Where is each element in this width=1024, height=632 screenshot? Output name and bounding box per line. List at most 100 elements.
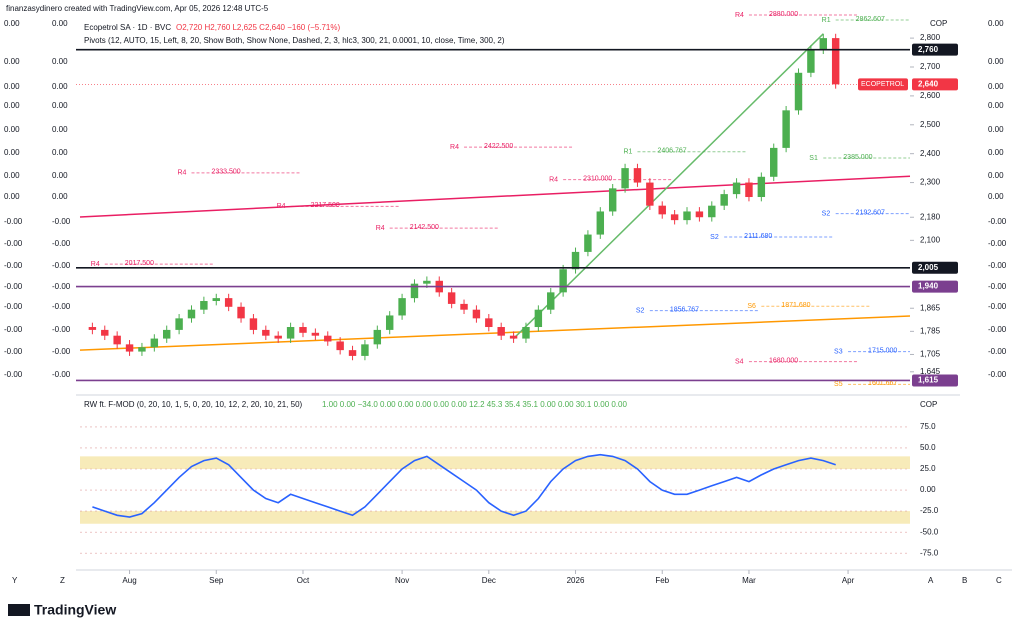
pivot-name: R4 bbox=[277, 203, 286, 210]
y-tick-label: 2,700 bbox=[920, 62, 941, 71]
candle-body bbox=[398, 298, 406, 316]
side-scale-label: 0.00 bbox=[52, 148, 68, 157]
candle-body bbox=[621, 168, 629, 189]
side-scale-label: 0.00 bbox=[52, 19, 68, 28]
pivot-name: S2 bbox=[710, 234, 719, 241]
candle-body bbox=[224, 298, 233, 307]
side-scale-label: 0.00 bbox=[4, 125, 20, 134]
candle-body bbox=[125, 344, 134, 352]
brand-logo bbox=[8, 604, 30, 616]
scale-button[interactable]: C bbox=[996, 576, 1002, 585]
pivot-value: 2406.767 bbox=[657, 148, 686, 155]
side-scale-label: 0.00 bbox=[4, 171, 20, 180]
candle-body bbox=[670, 214, 679, 221]
side-scale-label: -0.00 bbox=[4, 217, 23, 226]
candle-body bbox=[336, 341, 344, 351]
pivot-name: S2 bbox=[822, 210, 831, 217]
side-scale-label: -0.00 bbox=[52, 347, 71, 356]
side-scale-label: -0.00 bbox=[4, 370, 23, 379]
y-tick-label: 50.0 bbox=[920, 443, 936, 452]
candle-body bbox=[683, 211, 691, 221]
side-scale-label: -0.00 bbox=[988, 347, 1007, 356]
side-scale-label: 0.00 bbox=[988, 19, 1004, 28]
candle-body bbox=[596, 211, 605, 235]
range-button[interactable]: Z bbox=[60, 576, 65, 585]
candle-body bbox=[757, 176, 766, 198]
scale-button[interactable]: B bbox=[962, 576, 967, 585]
pivot-value: 2862.607 bbox=[856, 16, 885, 23]
y-tick-label: 2,300 bbox=[920, 178, 941, 187]
candle-body bbox=[262, 329, 270, 336]
y-tick-label: 1,785 bbox=[920, 326, 941, 335]
pivot-name: S3 bbox=[834, 348, 843, 355]
indicator-line bbox=[92, 453, 836, 518]
side-scale-label: 0.00 bbox=[52, 171, 68, 180]
candle-body bbox=[299, 327, 307, 333]
candle-body bbox=[770, 147, 778, 177]
pivots-legend: Pivots (12, AUTO, 15, Left, 8, 20, Show … bbox=[84, 36, 505, 45]
price-label-box bbox=[912, 261, 958, 274]
pivot-value: 2310.000 bbox=[583, 176, 612, 183]
price-label: 1,615 bbox=[918, 376, 939, 385]
pivot-name: R1 bbox=[822, 17, 831, 24]
y-tick-label: 2,500 bbox=[920, 120, 941, 129]
scale-button[interactable]: A bbox=[928, 576, 934, 585]
pivot-name: S1 bbox=[809, 155, 818, 162]
y-tick-label: -75.0 bbox=[920, 548, 939, 557]
side-scale-label: 0.00 bbox=[4, 82, 20, 91]
trendline bbox=[79, 175, 911, 218]
ohlc: O2,720 H2,760 L2,625 C2,640 −160 (−5.71%… bbox=[176, 23, 340, 32]
pivot-name: R1 bbox=[623, 149, 632, 156]
side-scale-label: -0.00 bbox=[4, 239, 23, 248]
x-tick-label: Feb bbox=[655, 576, 669, 585]
candle-body bbox=[559, 269, 567, 293]
side-scale-label: 0.00 bbox=[4, 192, 20, 201]
side-scale-label: -0.00 bbox=[52, 302, 71, 311]
x-tick-label: Oct bbox=[297, 576, 310, 585]
side-scale-label: -0.00 bbox=[4, 347, 23, 356]
pivot-value: 2880.000 bbox=[769, 11, 798, 18]
pivot-name: S2 bbox=[636, 307, 645, 314]
indicator-title: RW ft. F-MOD (0, 20, 10, 1, 5, 0, 20, 10… bbox=[84, 400, 303, 409]
side-scale-label: -0.00 bbox=[52, 239, 71, 248]
pivot-value: 2422.500 bbox=[484, 143, 513, 150]
candle-body bbox=[200, 301, 208, 310]
range-button[interactable]: Y bbox=[12, 576, 18, 585]
candle-body bbox=[807, 49, 815, 73]
side-scale-label: 0.00 bbox=[988, 171, 1004, 180]
y-tick-label: 1,865 bbox=[920, 303, 941, 312]
y-tick-label: 25.0 bbox=[920, 464, 936, 473]
side-scale-label: 0.00 bbox=[52, 101, 68, 110]
x-tick-label: Aug bbox=[122, 576, 136, 585]
candle-body bbox=[608, 188, 617, 212]
brand: TradingView bbox=[34, 602, 116, 618]
pivot-value: 2142.500 bbox=[410, 224, 439, 231]
y-tick-label: 75.0 bbox=[920, 422, 936, 431]
side-scale-label: -0.00 bbox=[4, 325, 23, 334]
symbol-tag: ECOPETROL bbox=[861, 81, 904, 88]
pivot-name: R4 bbox=[91, 261, 100, 268]
symbol: Ecopetrol SA · 1D · BVC bbox=[84, 23, 171, 32]
candle-body bbox=[311, 332, 320, 336]
candle-body bbox=[794, 72, 803, 111]
candle-body bbox=[633, 168, 642, 183]
trendline bbox=[79, 315, 911, 351]
candle-body bbox=[373, 329, 382, 345]
candle-body bbox=[286, 327, 295, 339]
pivot-value: 1856.767 bbox=[670, 306, 699, 313]
side-scale-label: 0.00 bbox=[988, 125, 1004, 134]
side-scale-label: -0.00 bbox=[988, 239, 1007, 248]
side-scale-label: -0.00 bbox=[4, 302, 23, 311]
side-scale-label: -0.00 bbox=[4, 282, 23, 291]
pivot-value: 2333.500 bbox=[211, 169, 240, 176]
symbol-tag-box bbox=[858, 78, 908, 91]
x-tick-label: Apr bbox=[842, 576, 855, 585]
candle-body bbox=[274, 335, 282, 339]
side-scale-label: 0.00 bbox=[988, 82, 1004, 91]
side-scale-label: -0.00 bbox=[52, 217, 71, 226]
price-label: 2,760 bbox=[918, 45, 939, 54]
candle-body bbox=[249, 318, 258, 330]
pivot-name: R4 bbox=[177, 170, 186, 177]
side-scale-label: -0.00 bbox=[52, 370, 71, 379]
pivot-name: S5 bbox=[834, 381, 843, 388]
